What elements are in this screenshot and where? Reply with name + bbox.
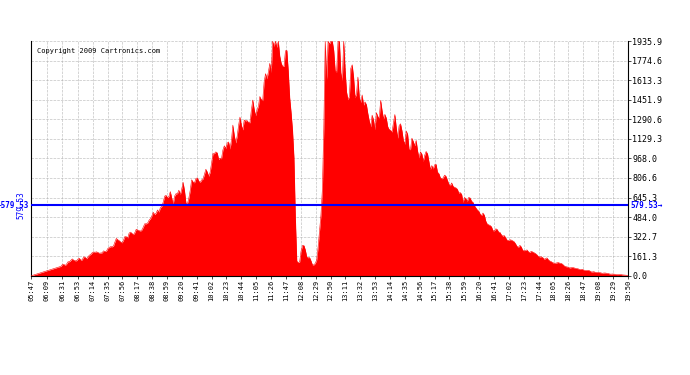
Text: East Array Actual Power (red) & Average Power (blue) (Watts) Mon May 11 20:02: East Array Actual Power (red) & Average … (70, 13, 620, 26)
Text: 579.53: 579.53 (17, 192, 26, 219)
Text: Copyright 2009 Cartronics.com: Copyright 2009 Cartronics.com (37, 48, 160, 54)
Text: 579.53→: 579.53→ (630, 201, 662, 210)
Text: ←579.53: ←579.53 (0, 201, 29, 210)
